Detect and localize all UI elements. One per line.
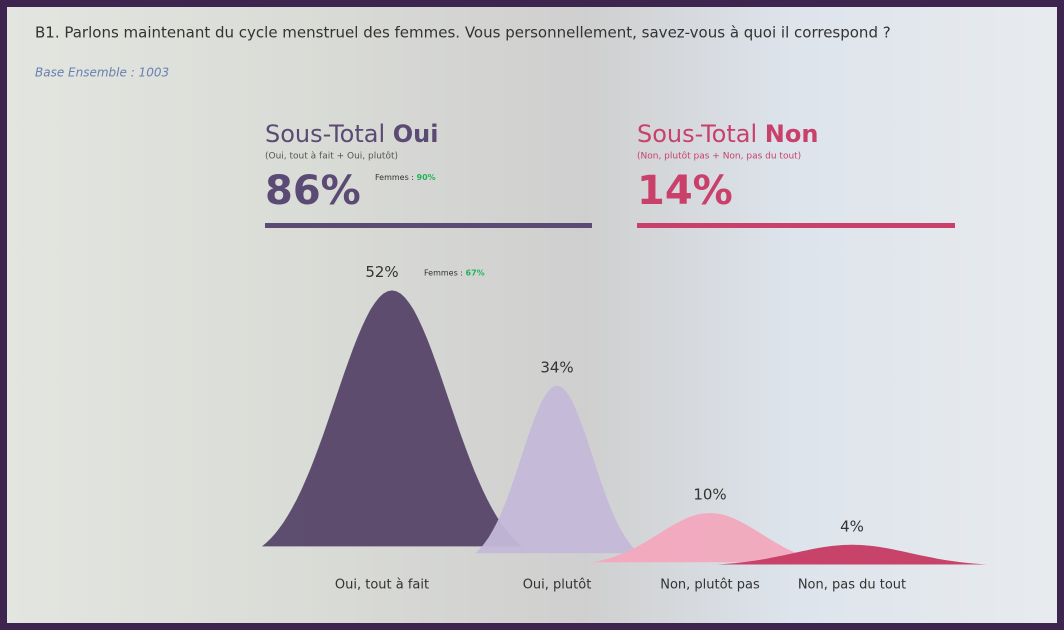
subtotal-heading: Sous-Total Non bbox=[637, 120, 818, 148]
x-tick-label: Oui, tout à fait bbox=[335, 578, 429, 593]
x-tick-label: Non, pas du tout bbox=[798, 578, 906, 593]
subtotal-underline bbox=[265, 223, 592, 228]
subtotal-value: 14% bbox=[637, 168, 733, 214]
annotation-label: Femmes : bbox=[424, 268, 463, 277]
annotation-value: 90% bbox=[417, 173, 436, 182]
subtotal-emphasis: Oui bbox=[393, 120, 439, 148]
chart-subtitle: Base Ensemble : 1003 bbox=[35, 66, 169, 80]
annotation-value: 67% bbox=[466, 268, 485, 277]
bar-annotation: Femmes : 67% bbox=[424, 268, 485, 277]
x-tick-label: Oui, plutôt bbox=[523, 578, 592, 593]
frame: B1. Parlons maintenant du cycle menstrue… bbox=[0, 0, 1064, 630]
value-label: 4% bbox=[840, 517, 864, 535]
subtotal-value: 86% bbox=[265, 168, 361, 214]
value-label: 34% bbox=[540, 358, 573, 376]
chart: B1. Parlons maintenant du cycle menstrue… bbox=[7, 7, 1057, 623]
chart-title: B1. Parlons maintenant du cycle menstrue… bbox=[35, 24, 891, 42]
subtotal-note: (Oui, tout à fait + Oui, plutôt) bbox=[265, 151, 398, 162]
subtotal-annotation: Femmes : 90% bbox=[375, 173, 436, 182]
subtotal-underline bbox=[637, 223, 955, 228]
x-tick-label: Non, plutôt pas bbox=[660, 578, 760, 593]
subtotal-label: Sous-Total bbox=[265, 120, 385, 148]
annotation-label: Femmes : bbox=[375, 173, 414, 182]
value-label: 10% bbox=[693, 486, 726, 504]
subtotal-heading: Sous-Total Oui bbox=[265, 120, 439, 148]
value-label: 52% bbox=[365, 263, 398, 281]
subtotal-label: Sous-Total bbox=[637, 120, 757, 148]
bell bbox=[262, 290, 522, 546]
subtotal-note: (Non, plutôt pas + Non, pas du tout) bbox=[637, 151, 801, 162]
bell bbox=[475, 386, 639, 553]
subtotal-emphasis: Non bbox=[765, 120, 819, 148]
